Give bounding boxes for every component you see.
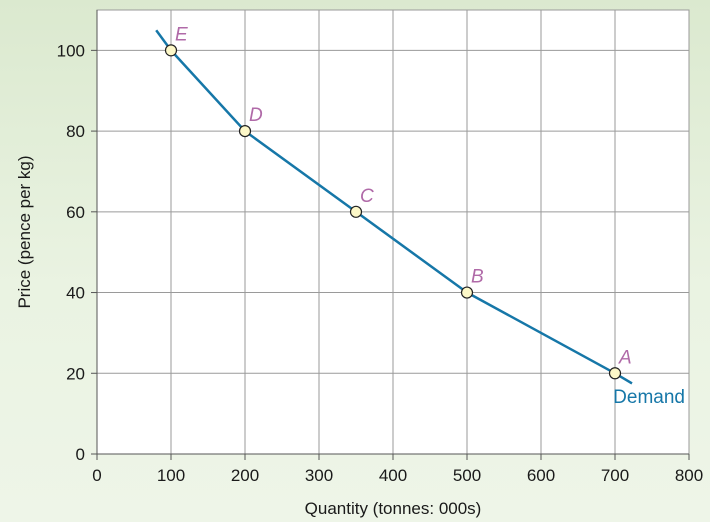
point-label-A: A xyxy=(618,347,632,368)
x-tick-label-600: 600 xyxy=(527,466,555,485)
point-label-D: D xyxy=(249,105,263,126)
x-tick-label-200: 200 xyxy=(231,466,259,485)
series-layer: E D C B A xyxy=(155,24,633,385)
point-label-C: C xyxy=(360,186,374,207)
y-tick-label-100: 100 xyxy=(57,41,85,60)
x-tick-label-100: 100 xyxy=(157,466,185,485)
x-tick-label-0: 0 xyxy=(92,466,101,485)
y-tick-label-20: 20 xyxy=(66,364,85,383)
x-tick-labels: 0 100 200 300 400 500 600 700 800 xyxy=(92,466,703,485)
point-A xyxy=(608,367,622,380)
y-tick-labels: 0 20 40 60 80 100 xyxy=(57,41,85,464)
x-tick-label-800: 800 xyxy=(675,466,703,485)
series-label-demand: Demand xyxy=(613,387,685,408)
y-tick-label-0: 0 xyxy=(76,445,85,464)
point-label-B: B xyxy=(471,267,484,288)
point-B xyxy=(460,286,474,299)
point-D xyxy=(238,124,252,138)
y-tick-label-60: 60 xyxy=(66,203,85,222)
x-tick-label-700: 700 xyxy=(601,466,629,485)
point-E xyxy=(164,44,178,57)
y-axis-title: Price (pence per kg) xyxy=(15,155,34,308)
axes xyxy=(91,10,690,460)
y-tick-label-80: 80 xyxy=(66,122,85,141)
x-tick-label-300: 300 xyxy=(305,466,333,485)
x-axis-title: Quantity (tonnes: 000s) xyxy=(305,499,482,518)
point-label-E: E xyxy=(175,24,188,45)
grid-lines xyxy=(97,10,689,454)
x-tick-label-400: 400 xyxy=(379,466,407,485)
point-C xyxy=(349,205,363,218)
x-tick-label-500: 500 xyxy=(453,466,481,485)
y-tick-label-40: 40 xyxy=(66,284,85,303)
